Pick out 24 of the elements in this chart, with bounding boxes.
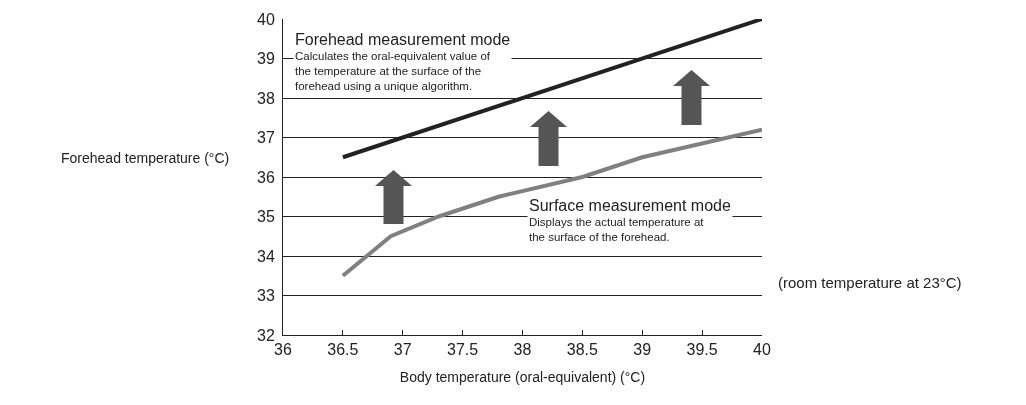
y-tick-label: 34 (257, 247, 275, 265)
x-tick-label: 37 (393, 341, 412, 359)
x-tick-label: 40 (753, 341, 771, 359)
x-tick-label: 36.5 (327, 341, 359, 359)
x-tick-label: 38 (513, 341, 532, 359)
y-tick-label: 37 (257, 129, 275, 147)
y-tick-label: 33 (257, 287, 275, 305)
y-tick-label: 35 (257, 208, 275, 226)
x-tick-label: 39.5 (686, 341, 718, 359)
y-tick-label: 39 (257, 50, 275, 68)
x-tick-label: 36 (274, 341, 292, 359)
y-tick-label: 32 (257, 326, 275, 344)
y-axis-title: Forehead temperature (°C) (61, 150, 230, 166)
y-tick-label: 36 (257, 168, 275, 186)
x-tick-label: 39 (633, 341, 652, 359)
annotation: Forehead measurement mode Calculates the oral-equivalent value of the temperature at the surface of the forehead using a unique algorithm. (295, 31, 511, 92)
annotation: Surface measurement mode Displays the actual temperature at the surface of the forehead. (529, 197, 731, 243)
x-tick-label: 38.5 (566, 341, 599, 359)
x-axis-title: Body temperature (oral-equivalent) (°C) (399, 368, 646, 385)
x-tick-label: 37.5 (447, 341, 479, 359)
y-tick-label: 40 (257, 10, 275, 28)
text: (room temperature at 23°C) (778, 274, 962, 291)
y-tick-label: 38 (257, 89, 275, 107)
line-series (340, 127, 762, 278)
